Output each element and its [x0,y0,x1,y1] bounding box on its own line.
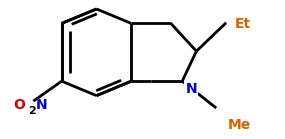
Text: Et: Et [235,17,251,31]
Text: 2: 2 [28,106,36,116]
Text: Me: Me [228,118,251,131]
Text: O: O [13,98,25,112]
Text: N: N [36,98,48,112]
Text: N: N [186,82,197,96]
